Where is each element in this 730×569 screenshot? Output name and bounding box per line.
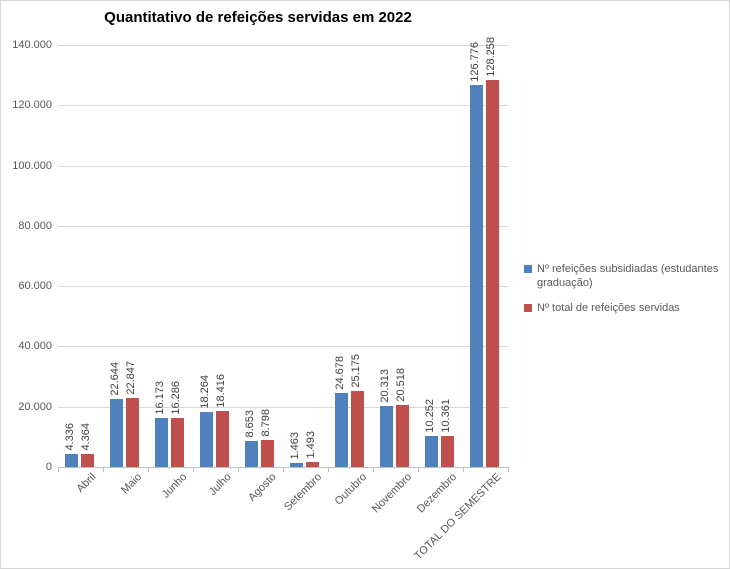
bar [110,399,123,467]
bar [425,436,438,467]
bar-value-label: 1.493 [305,431,317,459]
y-axis-tick-label: 100.000 [12,160,52,172]
x-axis-tick [103,468,104,472]
y-axis-tick-label: 0 [45,461,52,473]
bar-value-label: 25.175 [350,354,362,388]
y-axis-tick-label: 80.000 [18,220,52,232]
x-axis-tick [463,468,464,472]
legend-item-series1: Nº refeições subsidiadas (estudantes gra… [524,262,724,290]
bar [335,393,348,467]
bar-value-label: 18.264 [199,375,211,409]
bar-value-label: 22.847 [125,361,137,395]
legend-swatch-subsidiadas [524,265,532,273]
bar [216,411,229,467]
x-axis-tick [238,468,239,472]
bar [441,436,454,467]
x-axis-tick [328,468,329,472]
gridline [58,45,508,46]
chart-legend: Nº refeições subsidiadas (estudantes gra… [524,262,724,326]
x-axis-tick [148,468,149,472]
bar-value-label: 24.678 [334,356,346,390]
gridline [58,407,508,408]
x-axis-line [58,467,509,468]
bar [470,85,483,467]
bar [126,398,139,467]
y-axis-tick-label: 120.000 [12,99,52,111]
bar [396,405,409,467]
bar [81,454,94,467]
bar [65,454,78,467]
x-axis-tick [193,468,194,472]
x-axis-tick [418,468,419,472]
legend-swatch-total [524,304,532,313]
x-axis-category-label: Novembro [369,471,414,516]
x-axis-category-label: TOTAL DO SEMESTRE [412,471,504,563]
x-axis-tick [508,468,509,472]
y-axis-tick-label: 40.000 [18,340,52,352]
legend-label-subsidiadas: Nº refeições subsidiadas (estudantes gra… [537,263,719,290]
chart-title: Quantitativo de refeições servidas em 20… [104,9,412,26]
x-axis-category-label: Julho [206,471,234,499]
gridline [58,105,508,106]
bar-value-label: 18.416 [215,374,227,408]
bar-value-label: 20.313 [379,369,391,403]
bar [306,462,319,467]
bar-value-label: 16.286 [170,381,182,415]
bar [245,441,258,467]
bar-value-label: 126.776 [469,42,481,82]
bar-value-label: 8.798 [260,409,272,437]
x-axis-tick [283,468,284,472]
x-axis-category-label: Junho [159,471,189,501]
bar-value-label: 22.644 [109,362,121,396]
bar-value-label: 8.653 [244,410,256,438]
gridline [58,226,508,227]
bar [155,418,168,467]
bar-value-label: 20.518 [395,368,407,402]
bar [351,391,364,467]
gridline [58,166,508,167]
bar [380,406,393,467]
x-axis-category-label: Abril [74,471,99,496]
bar-value-label: 128.258 [485,37,497,77]
bar-value-label: 1.463 [289,432,301,460]
bar [171,418,184,467]
bar-value-label: 10.361 [440,399,452,433]
bar-value-label: 16.173 [154,381,166,415]
x-axis-category-label: Agosto [246,471,279,504]
bar-value-label: 4.336 [64,423,76,451]
legend-item-series2: Nº total de refeições servidas [524,301,724,315]
gridline [58,286,508,287]
x-axis-tick [373,468,374,472]
x-axis-category-label: Maio [118,471,144,497]
y-axis-tick-label: 60.000 [18,280,52,292]
x-axis-tick [58,468,59,472]
bar-value-label: 4.364 [80,423,92,451]
x-axis-category-label: Setembro [281,471,324,514]
bar-value-label: 10.252 [424,399,436,433]
bar [200,412,213,467]
legend-label-total: Nº total de refeições servidas [537,302,680,315]
x-axis-category-label: Outubro [332,471,369,508]
gridline [58,346,508,347]
x-axis-category-label: Dezembro [414,471,459,516]
y-axis-tick-label: 20.000 [18,401,52,413]
bar [261,440,274,467]
bar [290,463,303,467]
y-axis-tick-label: 140.000 [12,39,52,51]
bar [486,80,499,467]
